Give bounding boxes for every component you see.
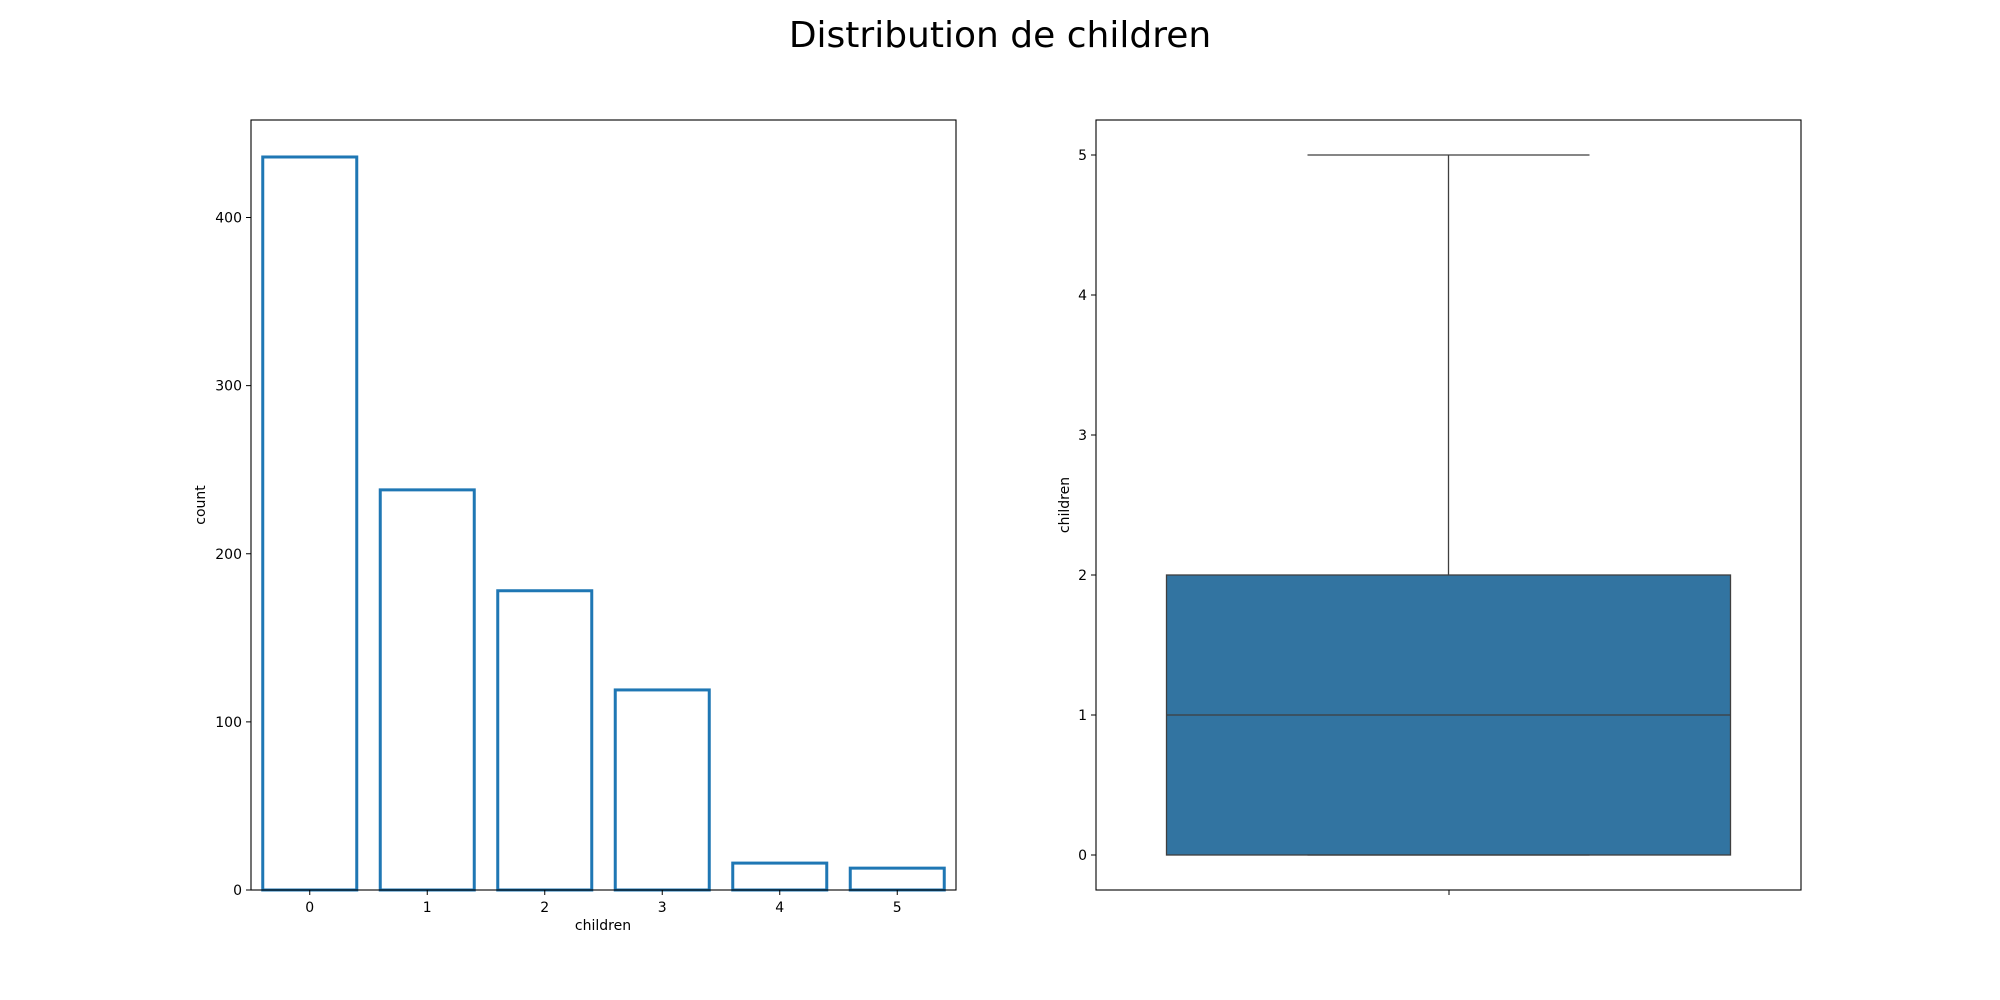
y-tick-label: 1 [1078,708,1087,724]
bar-chart-frame [250,119,957,891]
y-tick-label: 200 [215,547,242,563]
bar-chart-ylabel: count [193,485,209,525]
x-tick-label: 3 [658,900,667,916]
bar-0 [261,155,359,892]
y-axis-ticks: 0 100 200 300 400 [215,211,251,899]
count-bar-chart: 0 1 2 3 4 5 0 100 200 300 400 children count [193,119,957,934]
y-tick-label: 400 [215,211,242,227]
bar-5 [848,866,946,892]
x-tick-label: 2 [540,900,549,916]
box-y-axis-ticks: 0 1 2 3 4 5 [1078,148,1096,864]
y-tick-label: 2 [1078,568,1087,584]
y-tick-label: 3 [1078,428,1087,444]
box-plot-marks [1165,154,1732,856]
x-tick-label: 0 [305,900,314,916]
x-tick-label: 1 [423,900,432,916]
figure-title: Distribution de children [789,15,1211,56]
box-chart-ylabel: children [1057,477,1073,533]
bar-chart-xlabel: children [575,918,631,934]
x-tick-label: 5 [893,900,902,916]
bar-4 [731,861,829,892]
bar-2 [496,589,594,892]
bar-3 [613,688,711,892]
y-tick-label: 100 [215,715,242,731]
y-tick-label: 5 [1078,148,1087,164]
y-tick-label: 0 [233,883,242,899]
children-box-plot: 0 1 2 3 4 5 children [1057,119,1802,895]
bar-1 [378,488,476,892]
y-tick-label: 300 [215,379,242,395]
y-tick-label: 0 [1078,848,1087,864]
x-axis-ticks: 0 1 2 3 4 5 [305,890,902,916]
x-tick-label: 4 [775,900,784,916]
y-tick-label: 4 [1078,288,1087,304]
bar-series [261,155,946,892]
